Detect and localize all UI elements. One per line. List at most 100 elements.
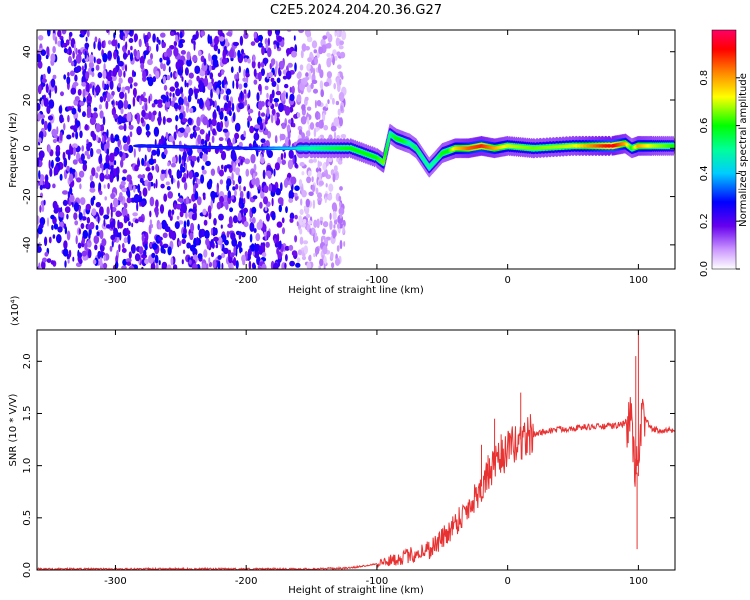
figure-title: C2E5.2024.204.20.36.G27 <box>270 3 442 18</box>
spectrogram-noise-cell <box>284 245 290 251</box>
spectrogram-noise-cell <box>332 56 335 66</box>
spectrogram-noise-cell <box>314 232 318 238</box>
spectrogram-noise-cell <box>232 180 235 186</box>
spectrogram-noise-cell <box>228 49 235 59</box>
snr-x-axis-label: Height of straight line (km) <box>288 585 424 596</box>
spectrogram-noise-cell <box>49 167 53 177</box>
spectrogram-noise-cell <box>306 130 311 137</box>
spectrogram-noise-cell <box>230 66 234 73</box>
spectrogram-noise-cell <box>57 30 62 38</box>
spectrogram-noise-cell <box>187 94 192 103</box>
spectrogram-noise-cell <box>280 92 286 102</box>
spectrogram-noise-cell <box>182 150 187 160</box>
spectrogram-noise-cell <box>130 244 136 254</box>
spectrogram-noise-cell <box>161 41 166 49</box>
spectrogram-noise-cell <box>102 80 105 90</box>
spectrogram-noise-cell <box>322 35 328 40</box>
spectrogram-noise-cell <box>234 189 237 197</box>
spectrogram-noise-cell <box>260 138 266 143</box>
spectrogram-noise-cell <box>321 235 326 240</box>
spectrogram-noise-cell <box>84 242 88 251</box>
spectrogram-noise-cell <box>43 199 46 206</box>
spectrogram-noise-cell <box>284 262 287 269</box>
colorbar-tick-label: 0.4 <box>699 165 710 181</box>
spectrogram-noise-cell <box>72 50 75 60</box>
spectrogram-noise-cell <box>232 112 236 122</box>
spectrogram-noise-cell <box>305 46 310 51</box>
spectrogram-noise-cell <box>170 71 173 78</box>
spectrogram-noise-cell <box>160 62 164 70</box>
spectrogram-noise-cell <box>92 112 99 119</box>
spectrogram-noise-cell <box>113 197 119 208</box>
spectrogram-noise-cell <box>243 207 249 214</box>
spectrogram-noise-cell <box>211 118 217 127</box>
spectrogram-noise-cell <box>244 158 251 165</box>
spectrogram-noise-cell <box>117 100 124 110</box>
spectrogram-noise-cell <box>240 158 243 166</box>
spectrogram-noise-cell <box>318 180 324 186</box>
spectrogram-noise-cell <box>294 185 300 191</box>
spectrogram-noise-cell <box>144 34 147 45</box>
spectrogram-noise-cell <box>148 181 152 188</box>
spectrogram-noise-cell <box>243 82 248 88</box>
spectrogram-noise-cell <box>144 258 149 265</box>
spectrogram-noise-cell <box>63 157 68 168</box>
spectrogram-noise-cell <box>95 135 99 142</box>
spectrogram-noise-cell <box>163 84 168 91</box>
spectrogram-noise-cell <box>217 261 221 269</box>
spectrogram-noise-cell <box>294 62 297 72</box>
spectrogram-noise-cell <box>226 31 233 37</box>
spectrogram-noise-cell <box>43 120 48 131</box>
spectrogram-noise-cell <box>330 251 334 259</box>
spectrogram-noise-cell <box>37 84 42 95</box>
spectrogram-noise-cell <box>37 157 40 167</box>
spectrogram-noise-cell <box>151 149 157 156</box>
spectrogram-noise-cell <box>160 171 165 182</box>
spectrogram-noise-cell <box>224 38 229 48</box>
spectrogram-noise-cell <box>96 231 100 237</box>
spectrogram-noise-cell <box>68 249 72 258</box>
spectrogram-noise-cell <box>117 219 120 229</box>
spectrogram-noise-cell <box>231 102 235 112</box>
spectrogram-noise-cell <box>62 42 68 48</box>
spectrogram-noise-cell <box>299 236 304 245</box>
spectrogram-noise-cell <box>330 125 337 132</box>
spectrogram-noise-cell <box>232 186 236 191</box>
spectrogram-noise-cell <box>209 72 214 80</box>
spectrogram-noise-cell <box>103 63 106 72</box>
spectrogram-noise-cell <box>294 235 298 243</box>
spectrogram-noise-cell <box>285 254 288 262</box>
spectrogram-noise-cell <box>115 100 118 106</box>
spectrogram-noise-cell <box>149 196 155 207</box>
spectrogram-noise-cell <box>73 202 80 212</box>
spectrogram-noise-cell <box>305 198 310 208</box>
spectrogram-noise-cell <box>103 254 106 262</box>
spectrogram-noise-cell <box>288 244 294 251</box>
spectrogram-noise-cell <box>185 126 191 134</box>
spectrogram-noise-cell <box>243 197 246 205</box>
spectrogram-noise-cell <box>301 77 308 85</box>
spectrogram-noise-cell <box>76 177 82 183</box>
spectrogram-noise-cell <box>92 195 96 201</box>
spectrogram-noise-cell <box>266 213 270 222</box>
spectrogram-noise-cell <box>213 218 217 226</box>
spectrogram-noise-cell <box>66 134 72 140</box>
spectrogram-noise-cell <box>185 196 189 205</box>
colorbar-label: Normalized spectral amplitude <box>738 73 749 227</box>
spectrogram-noise-cell <box>301 190 307 198</box>
spectrogram-noise-cell <box>338 195 342 202</box>
spectrogram-noise-cell <box>201 61 208 72</box>
spectrogram-noise-cell <box>325 183 328 188</box>
spectrogram-noise-cell <box>99 110 104 119</box>
spectrogram-noise-cell <box>141 109 146 118</box>
snr-y-axis-label: SNR (10 * V/V) <box>8 393 19 466</box>
spectrogram-noise-cell <box>289 260 295 267</box>
spectrogram-noise-cell <box>45 54 49 60</box>
spectrogram-noise-cell <box>286 30 292 33</box>
spectrogram-noise-cell <box>337 64 342 70</box>
spectrogram-noise-cell <box>302 219 307 224</box>
spectrogram-noise-cell <box>61 30 67 35</box>
spectrogram-noise-cell <box>148 95 151 104</box>
spectrogram-noise-cell <box>270 77 275 83</box>
spectrogram-noise-cell <box>96 148 102 154</box>
